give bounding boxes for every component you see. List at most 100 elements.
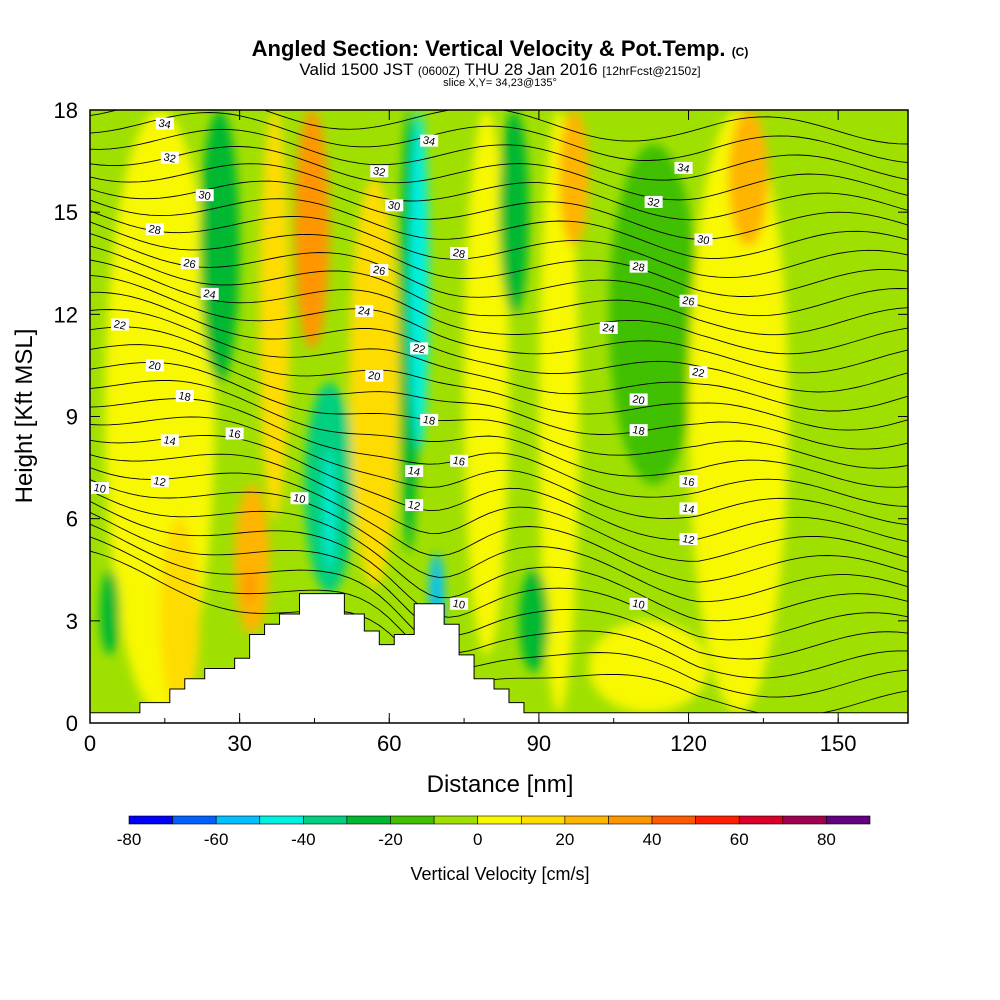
terrain: [89, 593, 909, 724]
velocity-cell: [324, 450, 335, 570]
velocity-field: [90, 110, 908, 723]
contour-label-box: [694, 233, 713, 246]
theta-contour-line: [90, 467, 908, 583]
contour-label-box: [225, 427, 244, 440]
contour-label-box: [90, 482, 109, 495]
colorbar-swatch: [738, 815, 784, 825]
contour-label: 10: [631, 598, 645, 612]
contour-label: 16: [452, 455, 466, 469]
velocity-cell: [558, 110, 589, 247]
colorbar-swatch: [128, 815, 173, 825]
y-tick-label: 6: [66, 507, 78, 532]
contour-label: 22: [412, 342, 426, 356]
forecast-info: [12hrFcst@2150z]: [602, 64, 701, 78]
contour-label-box: [450, 247, 469, 260]
valid-utc: (0600Z): [417, 64, 460, 78]
contour-label: 10: [452, 598, 466, 612]
x-tick-label: 60: [377, 731, 401, 756]
contour-label-box: [420, 413, 439, 426]
y-axis-label: Height [Kft MSL]: [11, 329, 38, 504]
contour-label: 10: [93, 482, 107, 496]
theta-contour-line: [90, 128, 908, 181]
velocity-cell: [688, 110, 789, 713]
theta-contour-line: [90, 416, 908, 526]
colorbar: -80 -60 -40 -20 0 20 40 60 80: [117, 815, 871, 849]
theta-contour-line: [90, 259, 908, 355]
contour-label: 30: [197, 189, 211, 203]
slice-info: slice X,Y= 34,23@135°: [443, 77, 557, 89]
theta-contour-line: [90, 380, 908, 488]
theta-contour-line: [90, 398, 908, 507]
theta-contour-line: [90, 523, 908, 679]
terrain-profile: [89, 593, 909, 724]
velocity-features: [99, 110, 789, 713]
colorbar-tick-label: -60: [204, 830, 229, 849]
contour-label: 26: [681, 295, 695, 309]
colorbar-tick-label: 0: [473, 830, 482, 849]
velocity-cell: [518, 569, 549, 672]
colorbar-tick-label: -40: [291, 830, 316, 849]
contour-label-box: [679, 475, 698, 488]
contour-label-box: [365, 369, 384, 382]
theta-contour-line: [90, 146, 908, 201]
contour-label: 34: [422, 134, 436, 148]
contour-label-box: [420, 134, 439, 147]
contour-label: 24: [601, 322, 615, 336]
y-tick-label: 18: [54, 98, 78, 123]
contour-label: 18: [631, 424, 645, 438]
contour-label-box: [644, 195, 663, 208]
x-axis-label: Distance [nm]: [427, 771, 574, 798]
theta-contour-line: [90, 536, 908, 698]
colorbar-swatch: [303, 815, 348, 825]
y-tick-label: 15: [54, 200, 78, 225]
colorbar-swatch: [346, 815, 391, 825]
colorbar-swatch: [390, 815, 435, 825]
theta-contour-line: [90, 291, 908, 393]
colorbar-swatch: [520, 815, 566, 825]
x-tick-label: 120: [670, 731, 707, 756]
axes: 0 30 60 90 120 150 0 3 6 9 12 15 18: [54, 98, 908, 756]
theta-contour-line: [90, 233, 908, 317]
velocity-cell: [588, 620, 709, 713]
colorbar-swatch: [695, 815, 740, 825]
velocity-cell: [159, 518, 200, 713]
theta-contour-line: [90, 274, 908, 374]
theta-contour-line: [90, 361, 908, 469]
y-tick-label: 3: [66, 609, 78, 634]
theta-contour-line: [90, 511, 908, 660]
contour-label-box: [629, 597, 648, 610]
contour-label: 28: [631, 260, 645, 274]
x-tick-label: 30: [227, 731, 251, 756]
colorbar-swatch: [608, 815, 653, 825]
colorbar-tick-label: 20: [555, 830, 574, 849]
colorbar-swatch: [215, 815, 261, 825]
valid-time: Valid 1500 JST: [299, 60, 414, 79]
contour-label: 30: [387, 199, 401, 213]
theta-contour-line: [90, 245, 908, 336]
contour-label-box: [679, 533, 698, 546]
contour-label-box: [160, 434, 179, 447]
theta-contour-line: [90, 180, 908, 240]
colorbar-swatch: [259, 815, 304, 825]
contour-label-box: [629, 393, 648, 406]
contour-label: 34: [157, 117, 171, 131]
colorbar-swatch: [826, 815, 871, 825]
contour-label-box: [405, 499, 424, 512]
velocity-cell: [99, 569, 120, 655]
contour-label-box: [450, 454, 469, 467]
contour-label-box: [385, 199, 404, 212]
contour-label: 24: [357, 305, 371, 319]
contour-label: 18: [422, 414, 436, 428]
contour-label-box: [145, 359, 164, 372]
contour-label-box: [110, 318, 129, 331]
theta-contour-line: [90, 326, 908, 431]
velocity-cell: [728, 110, 769, 247]
colorbar-swatch: [782, 815, 827, 825]
contour-label: 20: [631, 393, 645, 407]
contour-label-box: [160, 151, 179, 164]
velocity-cell: [294, 110, 330, 349]
contour-label: 24: [202, 288, 216, 302]
velocity-cell: [349, 178, 400, 587]
contour-label: 34: [676, 162, 690, 176]
